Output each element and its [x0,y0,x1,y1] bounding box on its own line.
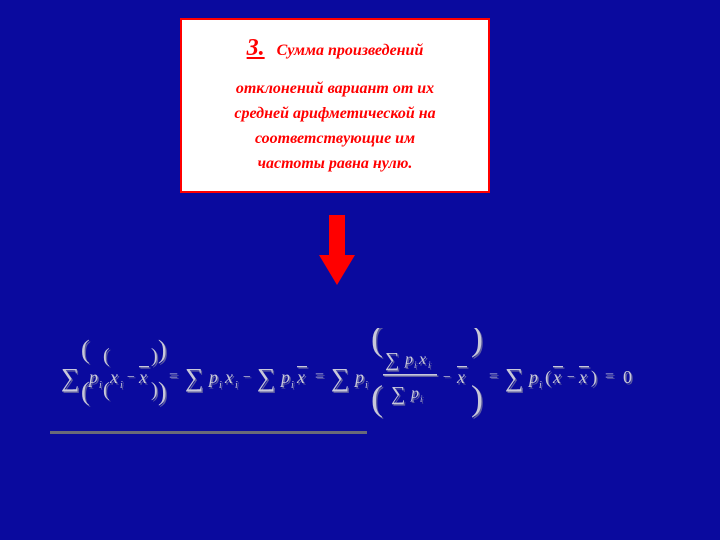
svg-text:−: − [567,370,575,385]
svg-text:x: x [418,351,426,368]
svg-text:x: x [552,367,561,387]
svg-text:=: = [605,368,614,385]
formula-underline [50,431,367,434]
svg-text:i: i [120,380,123,391]
arrow-shaft [329,215,345,257]
svg-text:∑: ∑ [385,349,399,371]
svg-text:(: ( [371,378,383,418]
svg-text:∑: ∑ [185,363,204,392]
svg-text:): ) [151,379,158,401]
property-line2: отклонений вариант от их [200,77,470,102]
svg-text:p: p [410,385,419,402]
arrow-down-icon [319,215,355,287]
svg-text:−: − [443,370,451,385]
property-line5: частоты равна нулю. [200,152,470,177]
svg-text:i: i [99,380,102,391]
svg-text:(: ( [371,328,383,358]
svg-text:i: i [219,380,222,391]
svg-text:x: x [296,367,305,387]
svg-text:): ) [151,345,158,367]
svg-text:): ) [471,378,483,418]
property-title: Сумма произведений [277,42,424,59]
svg-text:=: = [489,368,498,385]
svg-text:p: p [353,367,364,387]
svg-text:i: i [365,380,368,391]
property-box: 3. Сумма произведений отклонений вариант… [180,18,490,193]
svg-text:p: p [527,367,538,387]
svg-text:−: − [127,370,135,385]
property-line3: средней арифметической на [200,102,470,127]
property-number: 3. [247,35,265,61]
svg-text:∑: ∑ [391,383,405,405]
svg-text:(: ( [545,367,551,388]
svg-text:0: 0 [623,367,632,387]
svg-text:i: i [291,380,294,391]
svg-text:∑: ∑ [257,363,276,392]
property-first-line: 3. Сумма произведений [200,30,470,67]
svg-text:x: x [578,367,587,387]
svg-text:=: = [315,368,324,385]
svg-text:): ) [471,328,483,358]
svg-text:∑: ∑ [331,363,350,392]
svg-text:x: x [109,367,118,387]
svg-text:p: p [207,367,218,387]
svg-text:p: p [404,351,413,368]
svg-text:p: p [279,367,290,387]
property-rest: отклонений вариант от их средней арифмет… [200,77,470,176]
svg-text:p: p [87,367,98,387]
svg-text:x: x [456,367,465,387]
svg-text:): ) [591,367,597,388]
svg-text:): ) [158,335,167,364]
formula-svg: ∑ ( ( p i ( ( x i − x ) ) ) ) = ∑ p i [59,328,659,424]
arrow-head [319,255,355,285]
svg-text:(: ( [103,345,110,367]
svg-text:−: − [243,370,251,385]
svg-text:(: ( [81,335,90,364]
svg-text:i: i [235,380,238,391]
svg-text:): ) [158,377,167,406]
svg-text:x: x [224,367,233,387]
svg-text:∑: ∑ [505,363,524,392]
svg-text:(: ( [103,379,110,401]
svg-text:∑: ∑ [61,363,80,392]
svg-text:i: i [539,380,542,391]
svg-text:=: = [169,368,178,385]
formula-box: ∑ ( ( p i ( ( x i − x ) ) ) ) = ∑ p i [54,322,664,430]
svg-text:x: x [138,367,147,387]
property-line4: соответствующие им [200,127,470,152]
slide: 3. Сумма произведений отклонений вариант… [0,0,720,540]
